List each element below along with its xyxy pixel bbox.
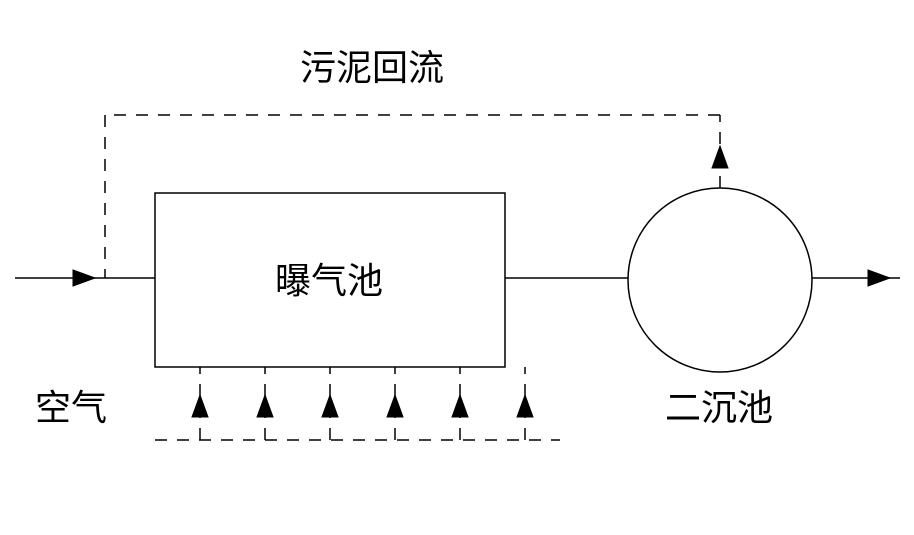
arrow-head bbox=[257, 395, 273, 417]
arrow-head bbox=[73, 270, 95, 286]
air-label: 空气 bbox=[35, 388, 107, 428]
arrow-head bbox=[868, 270, 890, 286]
arrow-head bbox=[452, 395, 468, 417]
clarifier-label: 二沉池 bbox=[665, 388, 773, 428]
arrow-head bbox=[517, 395, 533, 417]
sludge-return-label: 污泥回流 bbox=[300, 48, 444, 88]
arrow-head bbox=[712, 146, 728, 168]
arrow-head bbox=[387, 395, 403, 417]
arrow-head bbox=[322, 395, 338, 417]
arrow-head bbox=[192, 395, 208, 417]
clarifier-circle bbox=[628, 188, 812, 372]
aeration-tank-label: 曝气池 bbox=[275, 261, 383, 301]
